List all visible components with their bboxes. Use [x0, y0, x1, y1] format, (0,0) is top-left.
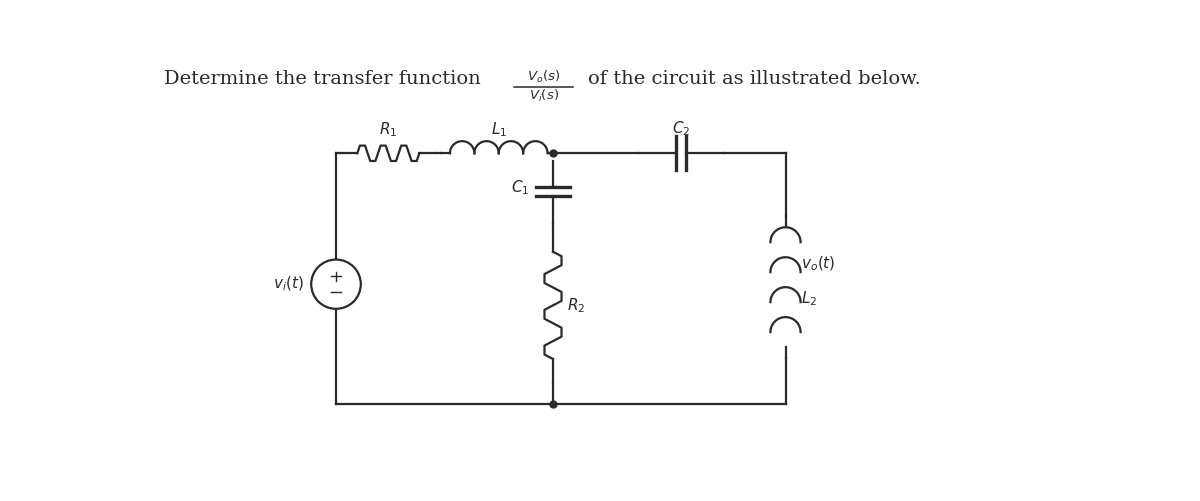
Text: $C_2$: $C_2$ [672, 119, 690, 138]
Text: $V_o(s)$: $V_o(s)$ [527, 69, 560, 85]
Text: $L_2$: $L_2$ [802, 290, 817, 308]
Text: $V_i(s)$: $V_i(s)$ [529, 88, 559, 104]
Text: Determine the transfer function: Determine the transfer function [164, 70, 481, 88]
Text: $R_2$: $R_2$ [566, 296, 586, 315]
Text: of the circuit as illustrated below.: of the circuit as illustrated below. [588, 70, 920, 88]
Text: $R_1$: $R_1$ [379, 121, 397, 139]
Text: $C_1$: $C_1$ [511, 178, 529, 197]
Text: $v_o(t)$: $v_o(t)$ [802, 255, 835, 273]
Text: $L_1$: $L_1$ [491, 121, 506, 139]
Text: $v_i(t)$: $v_i(t)$ [272, 275, 304, 294]
